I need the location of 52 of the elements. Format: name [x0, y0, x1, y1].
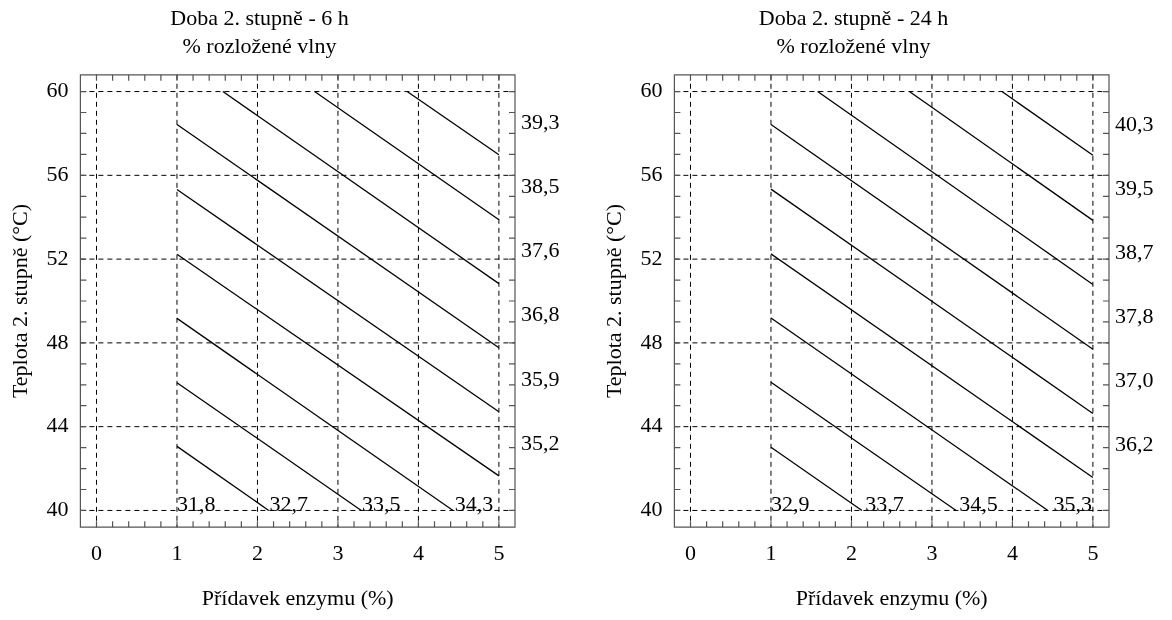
annotation: 34,3	[454, 490, 494, 516]
annotation: 33,5	[362, 490, 401, 516]
x-tick-label: 1	[765, 540, 777, 566]
y-tick-label: 60	[46, 77, 69, 103]
x-axis-title: Přídavek enzymu (%)	[795, 584, 988, 610]
x-tick-label: 2	[845, 540, 857, 566]
chart-title: Doba 2. stupně - 24 h	[758, 4, 949, 30]
text: 36,2	[1115, 431, 1154, 457]
y-tick-label: 44	[640, 412, 663, 438]
text: 37,0	[1115, 367, 1154, 393]
text: 35,9	[521, 365, 560, 391]
text: 39,3	[521, 109, 560, 135]
x-tick-label: 4	[1006, 540, 1018, 566]
x-tick-label: 3	[926, 540, 938, 566]
x-tick-label: 0	[91, 540, 102, 566]
text: 38,5	[521, 173, 560, 199]
x-tick-label: 5	[1087, 540, 1099, 566]
annotation: 32,7	[269, 490, 309, 516]
text: 38,7	[1115, 239, 1154, 265]
chart-subtitle: % rozložené vlny	[776, 33, 931, 59]
text: 35,2	[521, 429, 560, 455]
annotation: 33,7	[865, 490, 904, 516]
x-tick-label: 4	[412, 540, 424, 566]
y-tick-label: 52	[640, 244, 663, 270]
text: 37,8	[1115, 303, 1154, 329]
x-axis-title: Přídavek enzymu (%)	[201, 584, 394, 610]
annotation: 34,5	[959, 490, 998, 516]
annotation: 31,8	[176, 490, 216, 516]
text: 37,6	[521, 237, 560, 263]
y-tick-label: 44	[46, 412, 69, 438]
y-tick-label: 56	[640, 161, 663, 187]
y-tick-label: 52	[46, 244, 69, 270]
y-tick-label: 40	[46, 496, 69, 522]
x-tick-label: 3	[332, 540, 344, 566]
y-tick-label: 56	[46, 161, 69, 187]
chart-subtitle: % rozložené vlny	[182, 33, 337, 59]
y-axis-title: Teplota 2. stupně (°C)	[600, 203, 626, 399]
y-axis-title: Teplota 2. stupně (°C)	[6, 203, 32, 399]
y-tick-label: 60	[640, 77, 663, 103]
annotation: 32,9	[770, 490, 810, 516]
y-tick-label: 48	[46, 328, 69, 354]
chart-title: Doba 2. stupně - 6 h	[170, 4, 349, 30]
x-tick-label: 2	[251, 540, 263, 566]
x-tick-label: 1	[171, 540, 183, 566]
text: 36,8	[521, 301, 560, 327]
annotation: 35,3	[1053, 490, 1092, 516]
y-tick-label: 48	[640, 328, 663, 354]
x-tick-label: 0	[685, 540, 696, 566]
text: 39,5	[1115, 174, 1154, 200]
text: 40,3	[1115, 110, 1154, 136]
x-tick-label: 5	[493, 540, 505, 566]
y-tick-label: 40	[640, 496, 663, 522]
